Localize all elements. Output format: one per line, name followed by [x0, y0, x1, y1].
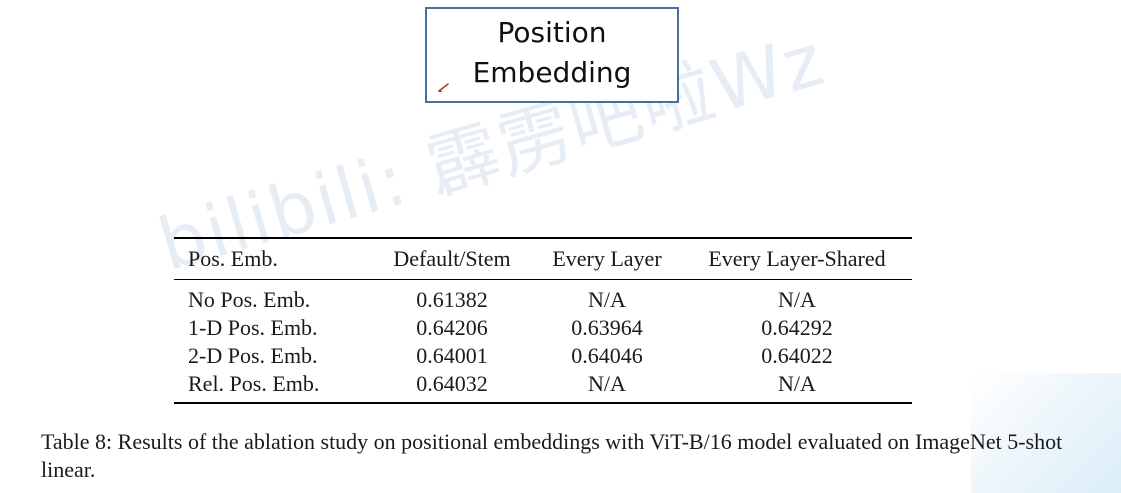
table-cell: N/A — [682, 370, 912, 404]
slide-title-box: Position Embedding — [425, 7, 679, 103]
table-cell: 0.61382 — [416, 287, 488, 312]
table-cell: 0.64032 — [372, 370, 532, 404]
table-row: 2-D Pos. Emb. 0.64001 0.64046 0.64022 — [174, 342, 912, 370]
slide-title-line2: Embedding — [472, 56, 632, 89]
table-caption: Table 8: Results of the ablation study o… — [41, 429, 1063, 482]
results-table: Pos. Emb. Default/Stem Every Layer Every… — [174, 237, 912, 404]
table-cell: 0.64206 — [416, 315, 488, 340]
slide-title: Position Embedding — [473, 13, 632, 93]
table-cell: 0.64046 — [571, 343, 643, 368]
table-cell: N/A — [778, 287, 816, 312]
table-cell: 0.63964 — [571, 315, 643, 340]
slide-title-line1: Position — [497, 16, 607, 49]
header-cell: Every Layer — [532, 237, 682, 280]
table-row: 1-D Pos. Emb. 0.64206 0.63964 0.64292 — [174, 314, 912, 342]
table-row: No Pos. Emb. 0.61382 N/A N/A — [174, 280, 912, 315]
header-cell: Every Layer-Shared — [682, 237, 912, 280]
table-cell: 1-D Pos. Emb. — [188, 315, 318, 340]
table-cell: No Pos. Emb. — [188, 287, 311, 312]
table-cell: Rel. Pos. Emb. — [174, 370, 372, 404]
table-cell: 0.64001 — [416, 343, 488, 368]
table-cell: 0.64292 — [761, 315, 833, 340]
header-cell: Pos. Emb. — [174, 237, 372, 280]
table-header-row: Pos. Emb. Default/Stem Every Layer Every… — [174, 237, 912, 280]
header-cell: Default/Stem — [372, 237, 532, 280]
table-cell: N/A — [532, 370, 682, 404]
table-cell: N/A — [588, 287, 626, 312]
table-cell: 0.64022 — [761, 343, 833, 368]
table-row: Rel. Pos. Emb. 0.64032 N/A N/A — [174, 370, 912, 404]
table-cell: 2-D Pos. Emb. — [188, 343, 318, 368]
pen-cursor-icon — [438, 83, 449, 93]
